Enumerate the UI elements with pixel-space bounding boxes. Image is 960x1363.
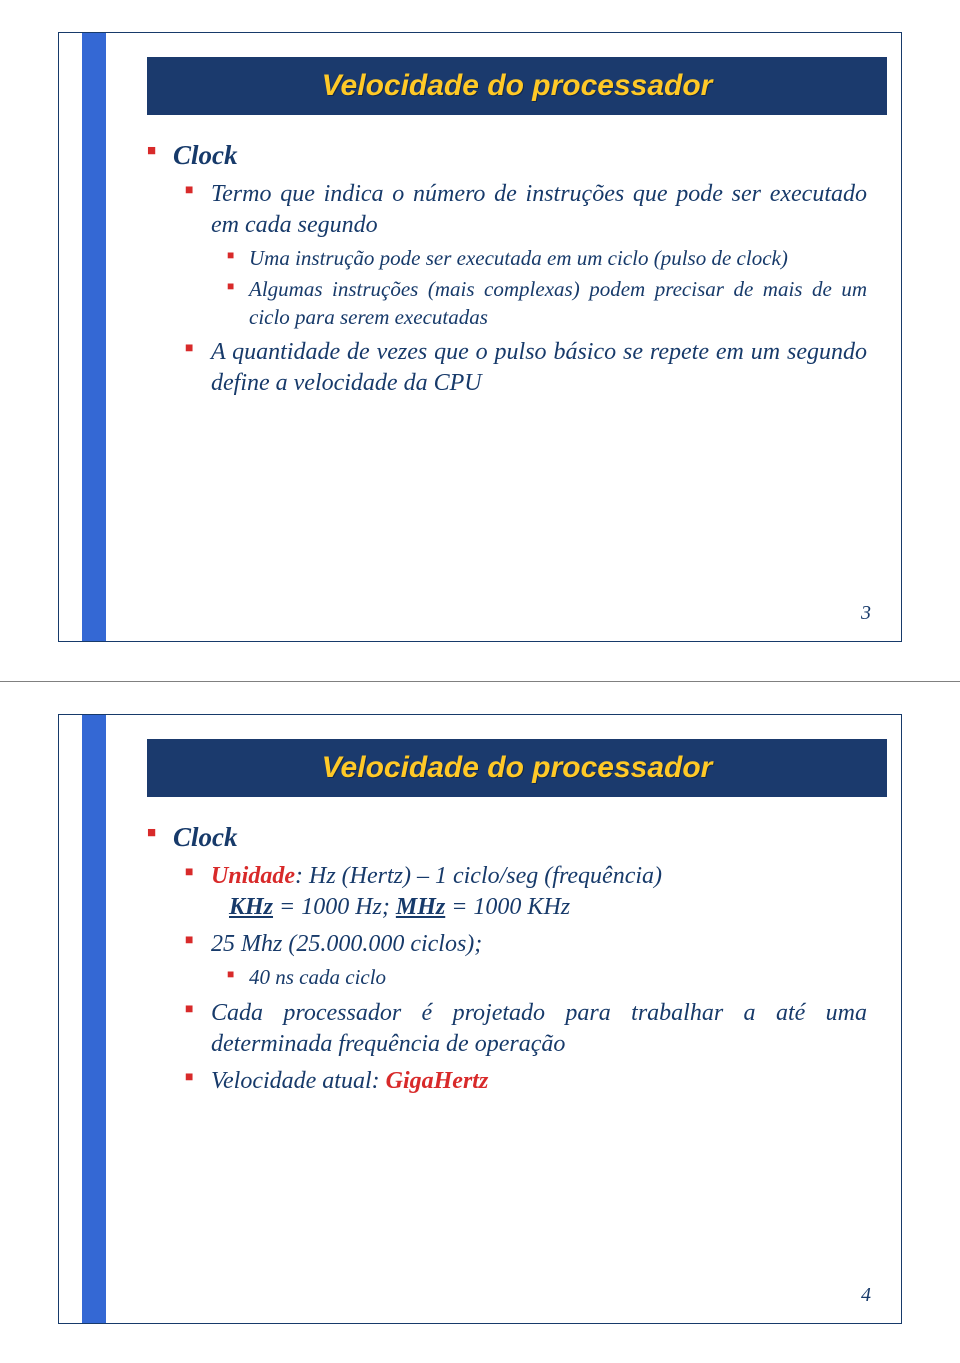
unidade-rest: : Hz (Hertz) – 1 ciclo/seg (frequência) bbox=[295, 863, 662, 889]
vel-prefix: Velocidade atual: bbox=[211, 1068, 386, 1094]
slide-frame: Velocidade do processador Clock Unidade:… bbox=[58, 714, 902, 1324]
title-bar: Velocidade do processador bbox=[147, 57, 887, 115]
bullet-quantity: A quantidade de vezes que o pulso básico… bbox=[185, 337, 867, 399]
mhz-eq: = 1000 KHz bbox=[445, 894, 570, 920]
bullet-term: Termo que indica o número de instruções … bbox=[185, 179, 867, 241]
slide-1: Velocidade do processador Clock Termo qu… bbox=[0, 0, 960, 681]
slide-2: Velocidade do processador Clock Unidade:… bbox=[0, 682, 960, 1363]
khz-eq: = 1000 Hz; bbox=[273, 894, 396, 920]
bullet-unidade: Unidade: Hz (Hertz) – 1 ciclo/seg (frequ… bbox=[185, 861, 867, 923]
title-bar: Velocidade do processador bbox=[147, 739, 887, 797]
slide-title: Velocidade do processador bbox=[322, 751, 713, 785]
left-accent-bar bbox=[82, 33, 106, 641]
bullet-40ns: 40 ns cada ciclo bbox=[227, 964, 867, 991]
gigahertz: GigaHertz bbox=[386, 1068, 489, 1094]
slide-frame: Velocidade do processador Clock Termo qu… bbox=[58, 32, 902, 642]
bullet-complex: Algumas instruções (mais complexas) pode… bbox=[227, 276, 867, 331]
slide-content: Clock Unidade: Hz (Hertz) – 1 ciclo/seg … bbox=[147, 813, 867, 1097]
bullet-velocidade-atual: Velocidade atual: GigaHertz bbox=[185, 1066, 867, 1097]
bullet-projetado: Cada processador é projetado para trabal… bbox=[185, 998, 867, 1060]
slide-content: Clock Termo que indica o número de instr… bbox=[147, 131, 867, 399]
heading-clock: Clock bbox=[147, 139, 867, 173]
bullet-25mhz: 25 Mhz (25.000.000 ciclos); bbox=[185, 929, 867, 960]
slide-title: Velocidade do processador bbox=[322, 69, 713, 103]
page-number: 4 bbox=[861, 1284, 871, 1307]
unidade-label: Unidade bbox=[211, 863, 295, 889]
heading-clock: Clock bbox=[147, 821, 867, 855]
bullet-one-cycle: Uma instrução pode ser executada em um c… bbox=[227, 245, 867, 272]
left-accent-bar bbox=[82, 715, 106, 1323]
khz-label: KHz bbox=[229, 894, 273, 920]
page-number: 3 bbox=[861, 602, 871, 625]
mhz-label: MHz bbox=[396, 894, 445, 920]
